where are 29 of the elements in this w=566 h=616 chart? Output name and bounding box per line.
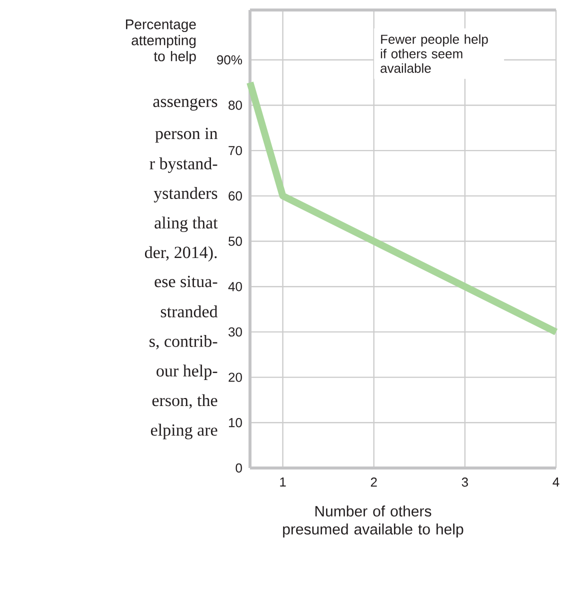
y-tick-label: 30 [228, 327, 242, 337]
text: ystanders [154, 187, 218, 202]
text: assengers [153, 98, 218, 111]
y-tick-label: 50 [228, 236, 242, 246]
y-tick-label: 80 [228, 100, 242, 110]
x-tick-label: 1 [280, 478, 286, 486]
text: aling that [154, 216, 218, 232]
text: elping are [150, 424, 218, 440]
x-tick-label: 4 [552, 478, 560, 486]
x-tick-label: 3 [462, 478, 468, 487]
text: s, contrib- [150, 335, 218, 350]
y-tick-label: 70 [228, 146, 242, 156]
text: der, 2014). [144, 246, 217, 262]
text: our help- [156, 364, 218, 380]
x-axis-title: Number of others presumed available to help [283, 506, 464, 538]
text: person in [155, 128, 218, 143]
y-tick-label: 40 [228, 282, 242, 292]
annotation: Fewer people help if others seem available [380, 34, 488, 73]
y-tick-label: 20 [228, 372, 242, 382]
text: ese situa- [154, 276, 218, 288]
text: r bystand- [150, 157, 218, 173]
y-tick-label: 0 [236, 463, 242, 473]
y-tick-label: 90% [217, 55, 242, 64]
y-tick-label: 10 [228, 418, 242, 428]
y-axis-title: Percentage attempting to help [126, 20, 196, 64]
text: stranded [160, 305, 218, 318]
y-tick-label: 60 [228, 191, 242, 201]
x-tick-label: 2 [370, 478, 377, 487]
text: erson, the [152, 394, 218, 409]
